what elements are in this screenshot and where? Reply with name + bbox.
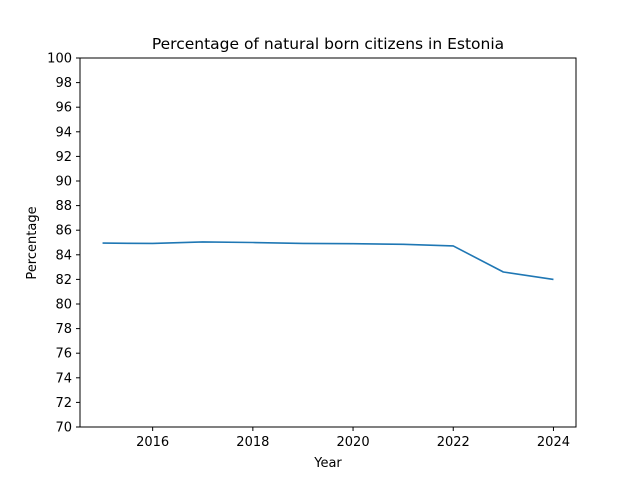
x-tick-label: 2018 bbox=[236, 435, 269, 450]
y-tick-label: 88 bbox=[55, 199, 72, 214]
plot-area: 2016 2018 2020 2022 2024 70 72 74 76 78 80 82 84 86 88… bbox=[47, 52, 577, 450]
y-tick-label: 82 bbox=[55, 273, 72, 288]
y-tick-label: 100 bbox=[47, 52, 72, 67]
y-tick-label: 86 bbox=[55, 224, 72, 239]
chart-title: Percentage of natural born citizens in E… bbox=[152, 35, 504, 53]
y-tick-label: 76 bbox=[55, 347, 72, 362]
y-tick-label: 84 bbox=[55, 248, 72, 263]
x-tick-label: 2020 bbox=[337, 435, 370, 450]
y-tick-label: 98 bbox=[55, 76, 72, 91]
x-tick-label: 2022 bbox=[437, 435, 470, 450]
axes-frame bbox=[79, 57, 577, 428]
y-tick-label: 94 bbox=[55, 125, 72, 140]
y-tick-label: 74 bbox=[55, 371, 72, 386]
x-axis-label: Year bbox=[313, 456, 342, 471]
y-axis-label: Percentage bbox=[25, 206, 40, 279]
y-tick-label: 80 bbox=[55, 298, 72, 313]
y-tick-label: 72 bbox=[55, 396, 72, 411]
y-tick-label: 90 bbox=[55, 175, 72, 190]
y-tick-label: 70 bbox=[55, 421, 72, 436]
y-tick-label: 78 bbox=[55, 322, 72, 337]
y-tick-label: 92 bbox=[55, 150, 72, 165]
y-tick-label: 96 bbox=[55, 101, 72, 116]
series-line-0 bbox=[102, 241, 554, 281]
x-tick-label: 2024 bbox=[537, 435, 570, 450]
x-tick-label: 2016 bbox=[136, 435, 169, 450]
